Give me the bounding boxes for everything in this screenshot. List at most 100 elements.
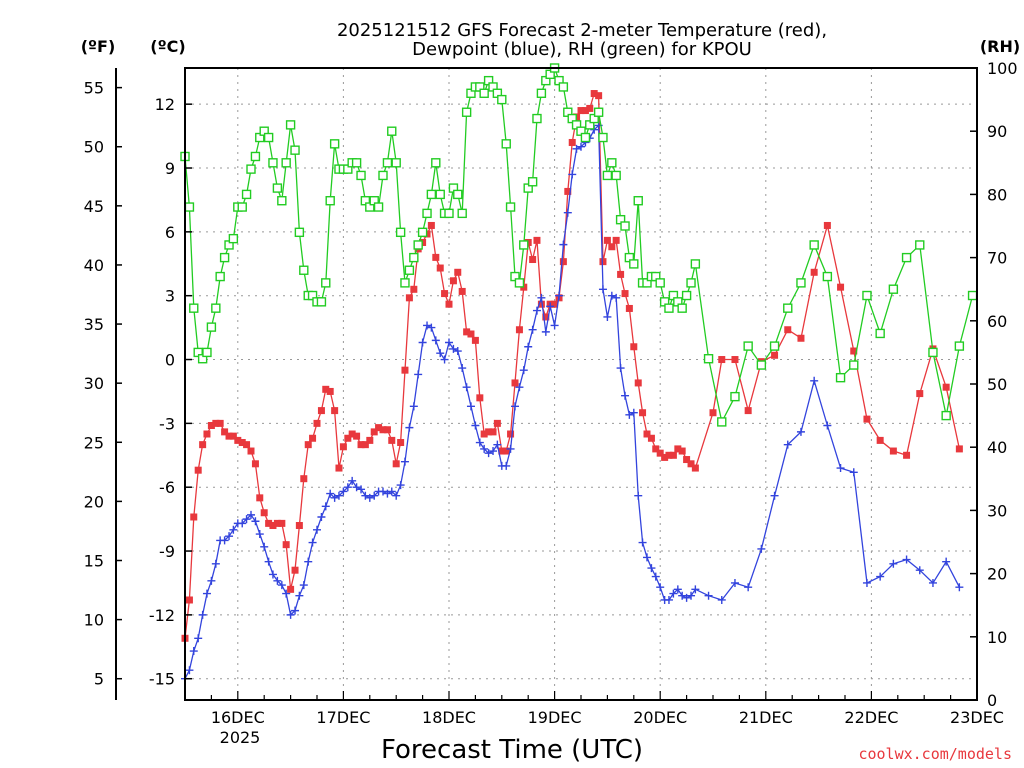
temperature-point (207, 421, 215, 429)
dewpoint-point (568, 170, 577, 179)
rh-tick-label: 70 (987, 249, 1007, 268)
temperature-point (744, 407, 752, 415)
rh-point (479, 88, 489, 98)
temperature-point (863, 415, 871, 423)
f-tick-label: 20 (84, 492, 104, 511)
temperature-point (507, 430, 515, 438)
rh-point (329, 139, 340, 149)
dewpoint-point (194, 634, 203, 643)
temperature-point (427, 221, 435, 229)
dewpoint-point (387, 487, 396, 496)
f-tick-label: 45 (84, 197, 104, 216)
temperature-point (392, 460, 400, 468)
temperature-point (397, 439, 405, 447)
temperature-point (661, 453, 669, 461)
dewpoint-point (669, 589, 678, 598)
rh-point (382, 158, 393, 168)
dewpoint-point (299, 581, 308, 590)
temperature-point (916, 390, 924, 398)
dewpoint-point (546, 302, 555, 311)
temperature-point (489, 428, 497, 436)
rh-point (461, 107, 472, 117)
series-plus (181, 121, 964, 683)
dewpoint-point (577, 142, 585, 151)
temperature-point (269, 522, 277, 530)
rh-point (862, 290, 872, 301)
temperature-point (652, 445, 660, 453)
rh-point (206, 322, 217, 332)
dewpoint-point (282, 589, 291, 598)
rh-point (954, 341, 965, 351)
temperature-point (203, 430, 211, 438)
dewpoint-point (598, 285, 607, 294)
temperature-point (260, 509, 268, 517)
celsius-unit-label: (ºC) (150, 37, 185, 56)
rh-point (611, 170, 621, 181)
dewpoint-point (207, 576, 216, 585)
c-tick-label: -12 (149, 606, 175, 625)
temperature-point (449, 277, 457, 285)
dewpoint-point (876, 572, 885, 581)
dewpoint-point (409, 402, 418, 411)
temperature-point (656, 449, 664, 457)
rh-point (501, 139, 511, 149)
temperature-point (251, 460, 259, 468)
dewpoint-point (559, 240, 568, 249)
temperature-point (344, 434, 352, 442)
temperature-point (445, 300, 453, 308)
dewpoint-point (273, 576, 282, 585)
temperature-point (379, 426, 387, 434)
temperature-point (436, 264, 444, 272)
temperature-point (823, 221, 831, 229)
rh-tick-label: 30 (987, 501, 1007, 520)
x-tick-label: 16DEC (211, 708, 265, 727)
rh-point (835, 372, 846, 383)
dewpoint-point (625, 410, 634, 419)
rh-point (387, 126, 397, 136)
c-tick-label: 12 (155, 95, 175, 114)
temperature-point (577, 107, 585, 115)
c-tick-label: -6 (159, 478, 175, 497)
rh-point (527, 177, 538, 187)
temperature-point (485, 428, 493, 436)
temperature-point (639, 409, 647, 417)
temperature-point (410, 285, 418, 293)
temperature-point (586, 104, 594, 112)
temperature-point (287, 585, 295, 593)
temperature-point (243, 441, 251, 449)
dewpoint-point (621, 391, 630, 400)
dewpoint-point (757, 544, 766, 553)
temperature-point (265, 519, 273, 527)
temperature-point (309, 434, 317, 442)
fahrenheit-axis: 55 50 45 40 35 30 25 20 15 10 5 (84, 79, 122, 689)
temperature-point (234, 436, 242, 444)
dewpoint-point (563, 208, 572, 217)
dewpoint-point (889, 559, 898, 568)
temperature-point (339, 443, 347, 451)
dewpoint-point (480, 444, 489, 453)
rh-point (321, 278, 331, 288)
temperature-point (221, 428, 229, 436)
rh-point (655, 278, 665, 288)
dewpoint-point (744, 583, 753, 592)
dewpoint-point (955, 583, 964, 592)
temperature-point (405, 294, 413, 302)
rh-point (593, 107, 604, 117)
dewpoint-point (656, 583, 665, 592)
dewpoint-point (348, 476, 357, 485)
temperature-point (691, 464, 699, 472)
rh-point (514, 278, 525, 288)
temperature-point (599, 258, 607, 266)
grid-lines (185, 68, 978, 700)
rh-point (796, 278, 806, 288)
temperature-point (942, 383, 950, 391)
dewpoint-point (308, 538, 317, 547)
dewpoint-point (537, 293, 546, 302)
dewpoint-point (361, 491, 370, 500)
rh-point (743, 341, 753, 351)
dewpoint-point (634, 491, 643, 500)
dewpoint-point (431, 336, 440, 345)
temperature-point (498, 447, 506, 455)
temperature-point (256, 494, 264, 502)
